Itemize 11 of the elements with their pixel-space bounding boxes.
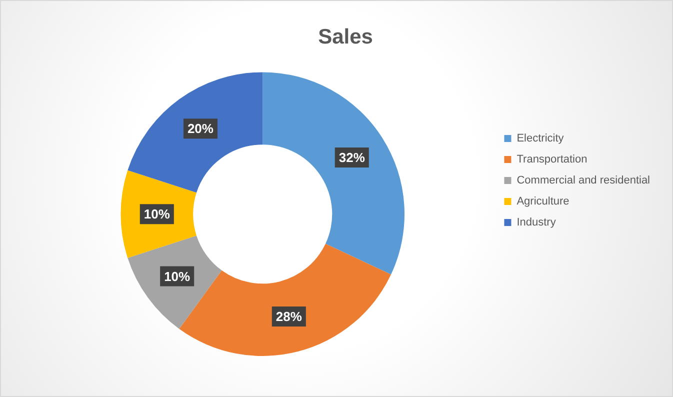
data-label: 10% [144, 206, 170, 222]
legend-label: Electricity [516, 132, 564, 145]
legend-label: Industry [516, 216, 556, 229]
data-label: 20% [187, 121, 214, 136]
data-label: 10% [164, 268, 191, 284]
data-label: 32% [338, 150, 366, 166]
legend-label: Commercial and residential [516, 174, 650, 187]
legend-label: Transportation [516, 154, 588, 166]
legend-label: Agriculture [516, 196, 570, 208]
data-label: 28% [276, 309, 302, 324]
chart-title: Sales [318, 25, 373, 48]
